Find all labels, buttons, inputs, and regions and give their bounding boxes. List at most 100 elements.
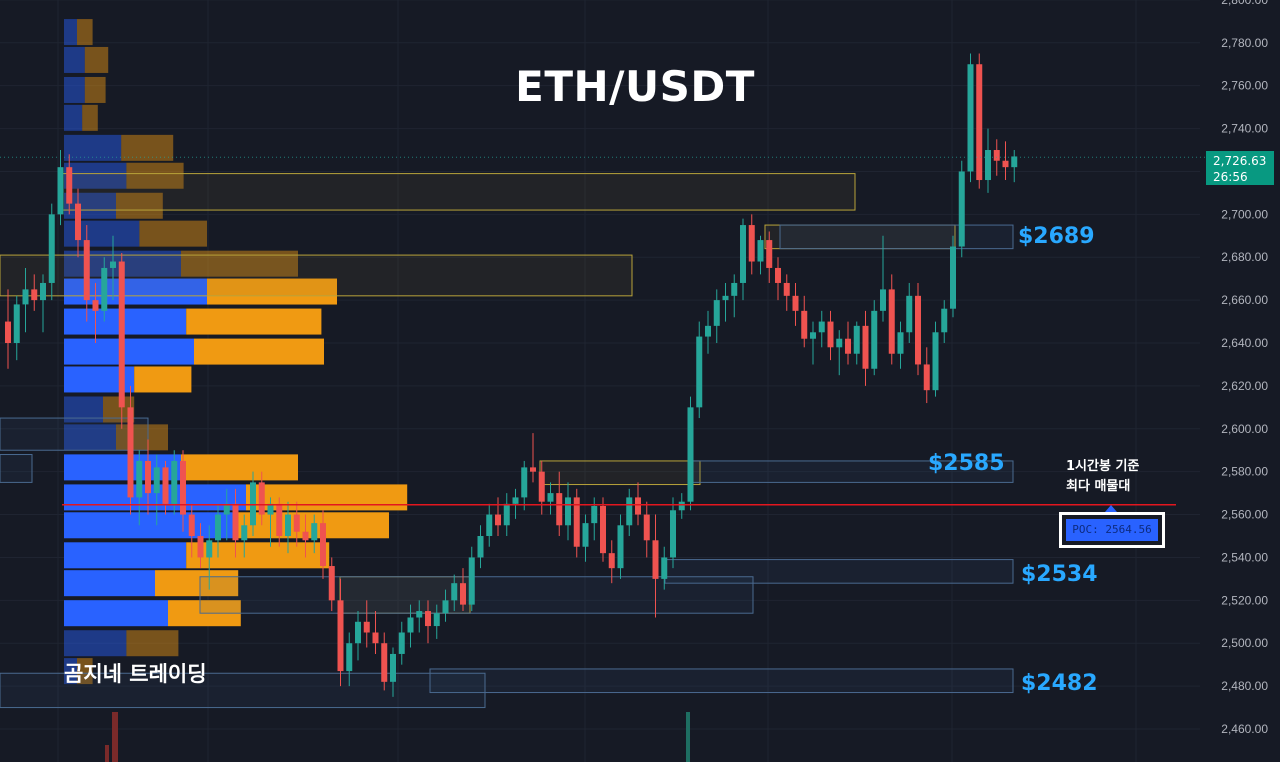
- candle-body: [565, 497, 571, 526]
- candle-body: [713, 300, 720, 326]
- volume-bar-up: [64, 192, 116, 219]
- candle-body: [267, 503, 274, 515]
- volume-bar-down: [77, 658, 93, 685]
- candle-body: [407, 617, 414, 633]
- price-zones: [0, 173, 1014, 709]
- bar-countdown: 26:56: [1213, 170, 1248, 184]
- level-label-2534: $2534: [1021, 562, 1098, 587]
- candle-body: [941, 308, 948, 333]
- poc-label: POC: 2564.56: [1066, 519, 1158, 541]
- candle-body: [127, 407, 134, 498]
- candle-body: [503, 503, 510, 526]
- candle-body: [626, 497, 633, 526]
- volume-spike-down: [105, 745, 109, 762]
- candle-body: [302, 531, 309, 541]
- volume-bar-up: [64, 454, 181, 481]
- poc-note-line1: 1시간봉 기준: [1066, 459, 1140, 474]
- candle-body: [188, 514, 195, 537]
- candle-body: [687, 407, 694, 502]
- volume-bar-up: [64, 104, 83, 131]
- candle-body: [530, 467, 536, 472]
- candle-body: [600, 505, 606, 554]
- candle-body: [652, 540, 659, 579]
- candle-body: [40, 282, 46, 301]
- volume-bar-up: [64, 600, 168, 627]
- candle-body: [740, 225, 746, 283]
- candle-body: [547, 493, 554, 502]
- candle-body: [197, 536, 204, 558]
- candle-body: [477, 536, 484, 558]
- candle-body: [451, 583, 458, 601]
- candle-body: [582, 523, 589, 547]
- level-label-2689: $2689: [1018, 224, 1095, 249]
- candle-body: [608, 553, 615, 569]
- candle-body: [495, 514, 501, 526]
- poc-note-line2: 최다 매물대: [1066, 479, 1131, 494]
- candle-body: [75, 203, 81, 241]
- candlestick-series: [5, 53, 1018, 762]
- candle-body: [31, 289, 38, 301]
- candle-body: [468, 557, 475, 605]
- y-tick-label: 2,600.00: [1221, 422, 1268, 436]
- candle-body: [731, 282, 738, 296]
- y-tick-label: 2,740.00: [1221, 122, 1268, 136]
- overlays: [0, 156, 1206, 506]
- demand-zone: [199, 576, 754, 614]
- last-price-value: 2,726.63: [1213, 154, 1267, 168]
- candle-body: [617, 525, 624, 569]
- y-tick-label: 2,660.00: [1221, 293, 1268, 307]
- candle-body: [862, 325, 869, 369]
- demand-zone: [0, 417, 149, 451]
- poc-note: 1시간봉 기준 최다 매물대: [1066, 457, 1139, 497]
- candle-body: [92, 300, 99, 311]
- candle-body: [985, 150, 991, 181]
- volume-bar-down: [82, 104, 98, 131]
- candle-body: [363, 621, 370, 633]
- candle-body: [118, 261, 125, 408]
- candle-body: [915, 295, 921, 365]
- candle-body: [285, 514, 291, 537]
- candle-body: [425, 611, 431, 627]
- supply-zone: [539, 460, 701, 486]
- candle-body: [145, 460, 151, 494]
- volume-bar-up: [64, 658, 77, 685]
- volume-bar-down: [186, 308, 322, 335]
- watermark-text: 곰지네 트레이딩: [64, 662, 207, 686]
- y-tick-label: 2,780.00: [1221, 36, 1268, 50]
- candle-body: [215, 514, 221, 541]
- level-label-2482: $2482: [1021, 671, 1098, 696]
- price-axis[interactable]: 2,460.00 2,480.00 2,500.00 2,520.00 2,540.00…: [1221, 0, 1268, 736]
- y-tick-label: 2,460.00: [1221, 722, 1268, 736]
- demand-zone: [429, 668, 1014, 694]
- candle-body: [950, 246, 956, 309]
- y-tick-label: 2,520.00: [1221, 593, 1268, 607]
- candle-body: [5, 321, 11, 344]
- candle-body: [661, 557, 668, 579]
- y-tick-label: 2,800.00: [1221, 0, 1268, 7]
- volume-bar-down: [116, 424, 168, 451]
- volume-bar-up: [64, 134, 122, 161]
- candle-body: [241, 525, 248, 541]
- candle-body: [460, 583, 466, 605]
- candle-body: [696, 336, 703, 408]
- y-tick-label: 2,640.00: [1221, 336, 1268, 350]
- chart-title: ETH/USDT: [515, 62, 755, 111]
- candle-body: [521, 467, 528, 498]
- candle-body: [442, 600, 449, 614]
- y-tick-label: 2,620.00: [1221, 379, 1268, 393]
- demand-zone: [779, 224, 1014, 250]
- candle-body: [22, 289, 29, 305]
- candle-body: [206, 540, 213, 558]
- candle-body: [845, 338, 851, 354]
- candle-body: [923, 364, 930, 391]
- volume-bar-down: [84, 46, 109, 73]
- candle-body: [722, 295, 729, 301]
- candle-body: [398, 632, 405, 654]
- candle-body: [250, 482, 256, 526]
- volume-bar-up: [64, 19, 77, 46]
- y-tick-label: 2,700.00: [1221, 207, 1268, 221]
- poc-pointer-icon: [1105, 505, 1117, 512]
- volume-bar-down: [194, 338, 324, 365]
- level-label-2585: $2585: [928, 451, 1005, 476]
